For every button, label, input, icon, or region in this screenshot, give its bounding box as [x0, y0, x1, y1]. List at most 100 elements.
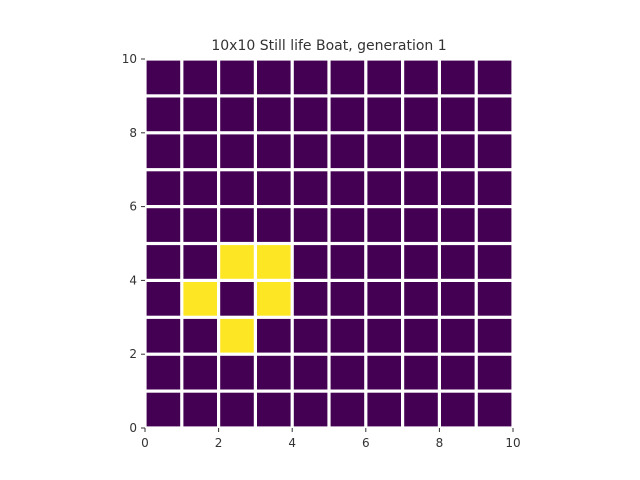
cell-dead: [220, 282, 254, 316]
cell-dead: [330, 282, 365, 316]
cell-dead: [220, 392, 254, 427]
x-tick-label: 6: [362, 436, 370, 450]
cell-dead: [183, 97, 217, 132]
cell-dead: [183, 60, 217, 95]
cell-dead: [477, 134, 512, 169]
x-tick-label: 10: [505, 436, 520, 450]
cell-dead: [330, 318, 365, 353]
y-tick-label: 2: [129, 347, 137, 361]
cell-dead: [367, 355, 401, 390]
cell-dead: [367, 282, 401, 316]
cell-dead: [146, 60, 181, 95]
y-axis: 0 2 4 6 8 10: [122, 52, 145, 435]
cell-dead: [293, 392, 328, 427]
cell-dead: [404, 134, 438, 169]
cell-dead: [477, 282, 512, 316]
cell-dead: [146, 134, 181, 169]
cell-dead: [477, 318, 512, 353]
cell-dead: [220, 134, 254, 169]
cell-dead: [146, 171, 181, 205]
cell-dead: [404, 245, 438, 279]
cell-dead: [330, 208, 365, 242]
x-tick-label: 8: [436, 436, 444, 450]
cell-dead: [293, 282, 328, 316]
cell-dead: [220, 208, 254, 242]
cell-dead: [441, 208, 475, 242]
cell-dead: [183, 245, 217, 279]
cell-dead: [441, 171, 475, 205]
cell-dead: [293, 97, 328, 132]
cell-dead: [441, 134, 475, 169]
cell-dead: [367, 134, 401, 169]
cell-dead: [220, 355, 254, 390]
cell-dead: [293, 60, 328, 95]
cell-dead: [404, 60, 438, 95]
cell-dead: [257, 318, 291, 353]
cell-dead: [367, 60, 401, 95]
cell-dead: [367, 97, 401, 132]
y-tick-label: 4: [129, 273, 137, 287]
cell-dead: [220, 171, 254, 205]
cell-dead: [146, 245, 181, 279]
y-tick-label: 8: [129, 126, 137, 140]
cell-dead: [367, 171, 401, 205]
cell-dead: [293, 208, 328, 242]
cell-alive: [220, 318, 254, 353]
cell-dead: [404, 318, 438, 353]
cell-dead: [441, 355, 475, 390]
cell-dead: [146, 392, 181, 427]
cell-dead: [220, 97, 254, 132]
cell-dead: [146, 355, 181, 390]
cell-dead: [330, 60, 365, 95]
cell-dead: [441, 97, 475, 132]
cell-dead: [441, 392, 475, 427]
cell-dead: [146, 282, 181, 316]
cell-dead: [293, 355, 328, 390]
cell-dead: [257, 208, 291, 242]
cell-dead: [330, 392, 365, 427]
cell-dead: [367, 245, 401, 279]
cell-dead: [293, 171, 328, 205]
cell-dead: [404, 208, 438, 242]
cell-dead: [404, 355, 438, 390]
cell-dead: [183, 355, 217, 390]
cell-dead: [404, 97, 438, 132]
y-tick-label: 0: [129, 421, 137, 435]
cell-alive: [220, 245, 254, 279]
chart-title: 10x10 Still life Boat, generation 1: [211, 38, 446, 54]
cell-dead: [146, 208, 181, 242]
y-tick-label: 10: [122, 52, 137, 66]
cell-dead: [330, 245, 365, 279]
cell-dead: [146, 318, 181, 353]
cell-dead: [183, 171, 217, 205]
cell-dead: [367, 392, 401, 427]
cell-dead: [404, 171, 438, 205]
x-axis: 0 2 4 6 8 10: [141, 428, 521, 450]
cell-dead: [257, 392, 291, 427]
cell-alive: [183, 282, 217, 316]
cell-dead: [330, 97, 365, 132]
cell-dead: [257, 355, 291, 390]
cell-dead: [330, 134, 365, 169]
x-tick-label: 4: [288, 436, 296, 450]
cell-dead: [293, 318, 328, 353]
cell-dead: [441, 245, 475, 279]
cell-alive: [257, 282, 291, 316]
x-tick-label: 2: [215, 436, 223, 450]
cell-dead: [257, 171, 291, 205]
cell-dead: [183, 392, 217, 427]
cell-grid: [146, 60, 512, 427]
cell-dead: [477, 355, 512, 390]
cell-dead: [183, 208, 217, 242]
cell-dead: [293, 134, 328, 169]
cell-dead: [367, 318, 401, 353]
cell-dead: [441, 282, 475, 316]
cell-alive: [257, 245, 291, 279]
cell-dead: [183, 318, 217, 353]
y-tick-label: 6: [129, 200, 137, 214]
cell-dead: [477, 392, 512, 427]
cell-dead: [404, 282, 438, 316]
cell-dead: [441, 60, 475, 95]
cell-dead: [477, 60, 512, 95]
